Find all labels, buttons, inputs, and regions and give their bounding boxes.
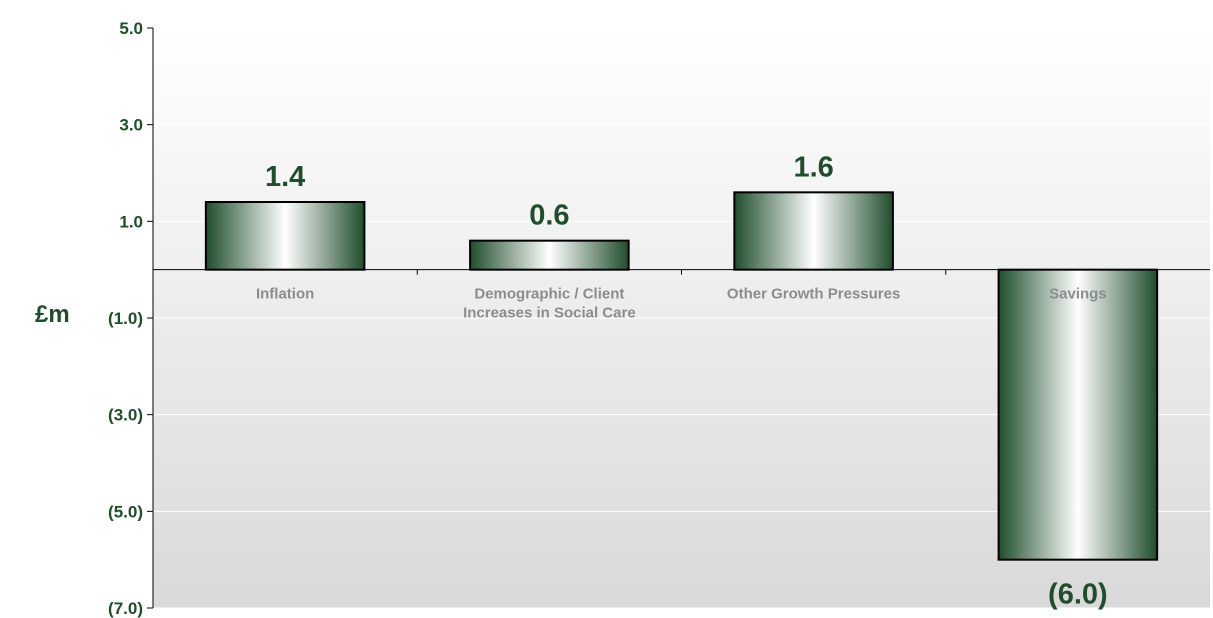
category-label: Inflation xyxy=(256,286,314,303)
data-label: (6.0) xyxy=(1048,579,1108,611)
y-tick-label: (3.0) xyxy=(108,406,143,425)
bar xyxy=(204,201,366,271)
y-tick-label: 5.0 xyxy=(119,19,143,38)
y-tick-label: (5.0) xyxy=(108,502,143,521)
category-labels: Inflation Demographic / Client Increases i… xyxy=(256,286,1107,322)
category-label: Savings xyxy=(1049,286,1107,303)
bar xyxy=(469,239,630,271)
bar xyxy=(733,191,894,271)
y-tick-labels: 5.0 3.0 1.0 (1.0) (3.0) (5.0) (7.0) xyxy=(108,19,143,618)
bars xyxy=(204,191,1159,561)
y-tick-label: (7.0) xyxy=(108,599,143,618)
data-labels: 1.4 0.6 1.6 (6.0) xyxy=(265,151,1108,610)
y-tick-label: (1.0) xyxy=(108,309,143,328)
data-label: 1.6 xyxy=(793,151,833,183)
category-label: Other Growth Pressures xyxy=(727,286,900,303)
bar xyxy=(997,268,1159,561)
y-axis-label: £m xyxy=(35,301,70,328)
data-label: 1.4 xyxy=(265,161,305,193)
y-tick-label: 1.0 xyxy=(119,212,143,231)
category-label: Demographic / Client Increases in Social … xyxy=(463,286,636,322)
y-tick-label: 3.0 xyxy=(119,116,143,135)
data-label: 0.6 xyxy=(529,200,569,232)
